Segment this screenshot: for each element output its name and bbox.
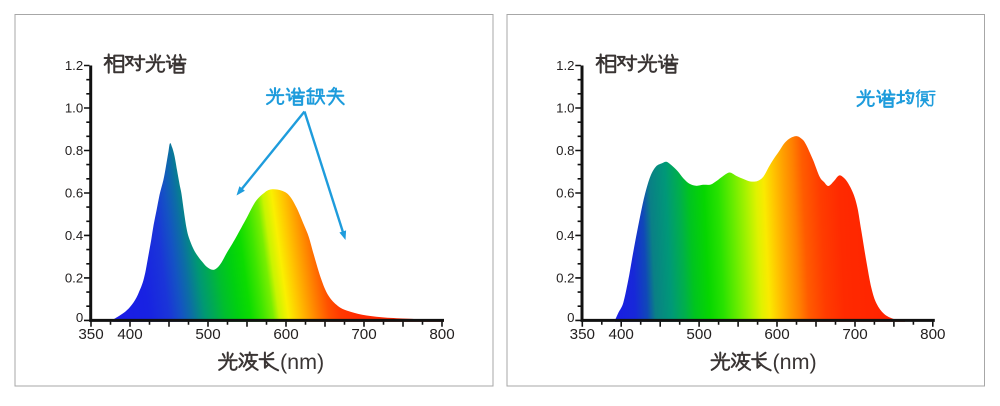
svg-text:0.2: 0.2 [65,271,83,286]
svg-text:0.4: 0.4 [556,228,574,243]
svg-text:1.2: 1.2 [556,58,574,73]
svg-text:0.8: 0.8 [556,143,574,158]
svg-text:(nm): (nm) [280,350,324,374]
svg-text:400: 400 [609,326,634,343]
svg-text:700: 700 [842,326,867,343]
svg-text:(nm): (nm) [773,350,817,374]
svg-text:400: 400 [117,326,142,343]
svg-text:0: 0 [567,310,574,325]
svg-text:350: 350 [78,326,103,343]
svg-text:0.4: 0.4 [65,228,83,243]
svg-text:500: 500 [195,326,220,343]
svg-text:0.2: 0.2 [556,271,574,286]
svg-text:600: 600 [273,326,298,343]
svg-text:0: 0 [76,310,83,325]
svg-text:700: 700 [351,326,376,343]
svg-text:350: 350 [570,326,595,343]
svg-text:1.0: 1.0 [65,101,83,116]
svg-text:1.0: 1.0 [556,101,574,116]
svg-text:1.2: 1.2 [65,58,83,73]
svg-text:0.8: 0.8 [65,143,83,158]
svg-text:0.6: 0.6 [556,186,574,201]
svg-text:600: 600 [764,326,789,343]
svg-text:800: 800 [920,326,945,343]
svg-text:0.6: 0.6 [65,186,83,201]
svg-text:500: 500 [686,326,711,343]
svg-text:800: 800 [429,326,454,343]
